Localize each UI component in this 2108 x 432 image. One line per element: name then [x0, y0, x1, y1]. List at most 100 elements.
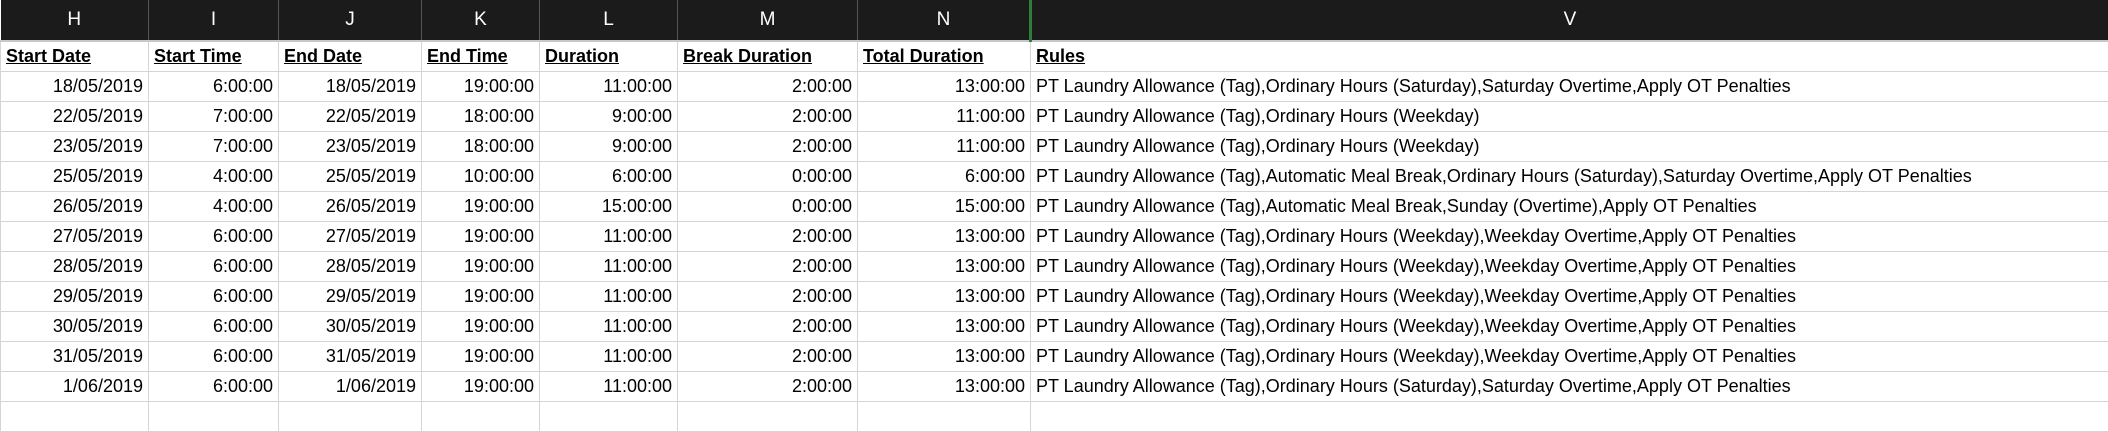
empty-cell[interactable]	[279, 402, 422, 432]
cell-start-time[interactable]: 6:00:00	[149, 342, 279, 372]
cell-end-time[interactable]: 19:00:00	[422, 72, 540, 102]
cell-total-duration[interactable]: 13:00:00	[858, 342, 1031, 372]
cell-start-time[interactable]: 6:00:00	[149, 372, 279, 402]
cell-total-duration[interactable]: 13:00:00	[858, 312, 1031, 342]
cell-break-duration[interactable]: 0:00:00	[678, 192, 858, 222]
cell-rules[interactable]: PT Laundry Allowance (Tag),Ordinary Hour…	[1031, 132, 2108, 162]
cell-duration[interactable]: 11:00:00	[540, 372, 678, 402]
cell-start-date[interactable]: 22/05/2019	[1, 102, 149, 132]
cell-rules[interactable]: PT Laundry Allowance (Tag),Ordinary Hour…	[1031, 72, 2108, 102]
cell-rules[interactable]: PT Laundry Allowance (Tag),Ordinary Hour…	[1031, 102, 2108, 132]
cell-end-time[interactable]: 18:00:00	[422, 132, 540, 162]
cell-rules[interactable]: PT Laundry Allowance (Tag),Ordinary Hour…	[1031, 252, 2108, 282]
cell-rules[interactable]: PT Laundry Allowance (Tag),Ordinary Hour…	[1031, 222, 2108, 252]
cell-start-time[interactable]: 4:00:00	[149, 192, 279, 222]
cell-end-date[interactable]: 27/05/2019	[279, 222, 422, 252]
cell-break-duration[interactable]: 2:00:00	[678, 132, 858, 162]
empty-cell[interactable]	[1031, 402, 2108, 432]
column-header-j[interactable]: J	[279, 0, 422, 41]
cell-duration[interactable]: 11:00:00	[540, 282, 678, 312]
cell-start-date[interactable]: 23/05/2019	[1, 132, 149, 162]
cell-total-duration[interactable]: 11:00:00	[858, 132, 1031, 162]
cell-start-date[interactable]: 29/05/2019	[1, 282, 149, 312]
cell-end-date[interactable]: 1/06/2019	[279, 372, 422, 402]
header-cell-break-duration[interactable]: Break Duration	[678, 41, 858, 72]
cell-total-duration[interactable]: 6:00:00	[858, 162, 1031, 192]
empty-cell[interactable]	[1, 402, 149, 432]
cell-total-duration[interactable]: 13:00:00	[858, 282, 1031, 312]
cell-break-duration[interactable]: 2:00:00	[678, 102, 858, 132]
cell-total-duration[interactable]: 13:00:00	[858, 372, 1031, 402]
cell-end-time[interactable]: 19:00:00	[422, 222, 540, 252]
cell-break-duration[interactable]: 2:00:00	[678, 312, 858, 342]
header-cell-start-date[interactable]: Start Date	[1, 41, 149, 72]
cell-end-date[interactable]: 28/05/2019	[279, 252, 422, 282]
cell-end-time[interactable]: 10:00:00	[422, 162, 540, 192]
cell-start-date[interactable]: 1/06/2019	[1, 372, 149, 402]
empty-cell[interactable]	[858, 402, 1031, 432]
cell-break-duration[interactable]: 0:00:00	[678, 162, 858, 192]
cell-duration[interactable]: 6:00:00	[540, 162, 678, 192]
cell-rules[interactable]: PT Laundry Allowance (Tag),Ordinary Hour…	[1031, 282, 2108, 312]
cell-start-time[interactable]: 6:00:00	[149, 72, 279, 102]
cell-duration[interactable]: 11:00:00	[540, 72, 678, 102]
cell-end-date[interactable]: 29/05/2019	[279, 282, 422, 312]
cell-start-time[interactable]: 6:00:00	[149, 252, 279, 282]
header-cell-rules[interactable]: Rules	[1031, 41, 2108, 72]
cell-end-time[interactable]: 19:00:00	[422, 282, 540, 312]
column-header-v[interactable]: V	[1031, 0, 2108, 41]
cell-end-time[interactable]: 19:00:00	[422, 192, 540, 222]
cell-start-time[interactable]: 4:00:00	[149, 162, 279, 192]
empty-cell[interactable]	[540, 402, 678, 432]
cell-start-date[interactable]: 27/05/2019	[1, 222, 149, 252]
empty-cell[interactable]	[422, 402, 540, 432]
cell-end-time[interactable]: 19:00:00	[422, 252, 540, 282]
empty-cell[interactable]	[678, 402, 858, 432]
cell-rules[interactable]: PT Laundry Allowance (Tag),Automatic Mea…	[1031, 192, 2108, 222]
header-cell-start-time[interactable]: Start Time	[149, 41, 279, 72]
column-header-m[interactable]: M	[678, 0, 858, 41]
cell-rules[interactable]: PT Laundry Allowance (Tag),Ordinary Hour…	[1031, 342, 2108, 372]
cell-total-duration[interactable]: 13:00:00	[858, 72, 1031, 102]
cell-break-duration[interactable]: 2:00:00	[678, 372, 858, 402]
cell-break-duration[interactable]: 2:00:00	[678, 342, 858, 372]
cell-duration[interactable]: 9:00:00	[540, 132, 678, 162]
cell-rules[interactable]: PT Laundry Allowance (Tag),Automatic Mea…	[1031, 162, 2108, 192]
cell-end-date[interactable]: 18/05/2019	[279, 72, 422, 102]
cell-duration[interactable]: 11:00:00	[540, 252, 678, 282]
cell-total-duration[interactable]: 13:00:00	[858, 222, 1031, 252]
cell-duration[interactable]: 11:00:00	[540, 222, 678, 252]
header-cell-total-duration[interactable]: Total Duration	[858, 41, 1031, 72]
cell-break-duration[interactable]: 2:00:00	[678, 72, 858, 102]
cell-end-date[interactable]: 26/05/2019	[279, 192, 422, 222]
header-cell-end-time[interactable]: End Time	[422, 41, 540, 72]
cell-start-date[interactable]: 30/05/2019	[1, 312, 149, 342]
cell-end-time[interactable]: 18:00:00	[422, 102, 540, 132]
cell-start-time[interactable]: 7:00:00	[149, 132, 279, 162]
cell-start-date[interactable]: 25/05/2019	[1, 162, 149, 192]
cell-start-time[interactable]: 6:00:00	[149, 312, 279, 342]
cell-rules[interactable]: PT Laundry Allowance (Tag),Ordinary Hour…	[1031, 372, 2108, 402]
header-cell-duration[interactable]: Duration	[540, 41, 678, 72]
cell-start-time[interactable]: 6:00:00	[149, 282, 279, 312]
header-cell-end-date[interactable]: End Date	[279, 41, 422, 72]
cell-duration[interactable]: 11:00:00	[540, 312, 678, 342]
cell-duration[interactable]: 9:00:00	[540, 102, 678, 132]
cell-start-date[interactable]: 28/05/2019	[1, 252, 149, 282]
cell-duration[interactable]: 11:00:00	[540, 342, 678, 372]
cell-end-date[interactable]: 31/05/2019	[279, 342, 422, 372]
cell-end-date[interactable]: 25/05/2019	[279, 162, 422, 192]
cell-rules[interactable]: PT Laundry Allowance (Tag),Ordinary Hour…	[1031, 312, 2108, 342]
cell-end-time[interactable]: 19:00:00	[422, 342, 540, 372]
cell-end-date[interactable]: 23/05/2019	[279, 132, 422, 162]
cell-total-duration[interactable]: 13:00:00	[858, 252, 1031, 282]
cell-break-duration[interactable]: 2:00:00	[678, 282, 858, 312]
column-header-k[interactable]: K	[422, 0, 540, 41]
cell-start-date[interactable]: 26/05/2019	[1, 192, 149, 222]
column-header-h[interactable]: H	[1, 0, 149, 41]
cell-start-time[interactable]: 7:00:00	[149, 102, 279, 132]
column-header-i[interactable]: I	[149, 0, 279, 41]
column-header-n[interactable]: N	[858, 0, 1031, 41]
cell-break-duration[interactable]: 2:00:00	[678, 222, 858, 252]
empty-cell[interactable]	[149, 402, 279, 432]
